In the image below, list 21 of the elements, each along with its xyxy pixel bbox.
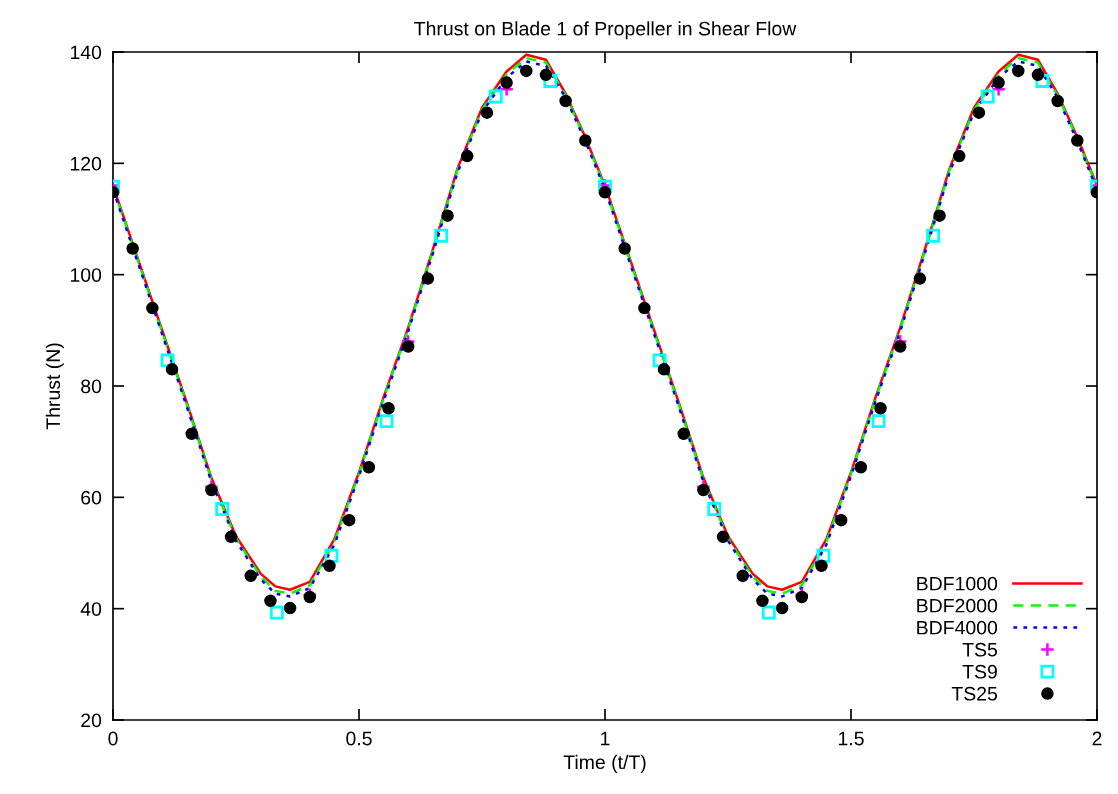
x-tick-label: 0: [108, 731, 118, 746]
legend-label: BDF2000: [917, 598, 998, 613]
y-tick-label: 120: [70, 156, 102, 171]
y-tick-label: 20: [81, 713, 102, 728]
y-axis-title: Thrust (N): [45, 343, 64, 430]
chart-title: Thrust on Blade 1 of Propeller in Shear Flow: [414, 21, 797, 40]
y-tick-label: 100: [70, 268, 102, 282]
y-tick-label: 140: [70, 45, 102, 60]
x-tick-label: 0.5: [346, 731, 372, 746]
legend-label: BDF4000: [917, 620, 998, 635]
y-tick-label: 60: [81, 490, 102, 505]
x-tick-label: 1: [601, 731, 610, 746]
legend-label: TS25: [951, 686, 998, 701]
x-tick-label: 1.5: [838, 731, 864, 746]
legend-label: TS9: [962, 664, 997, 679]
legend-label: BDF1000: [917, 576, 998, 591]
legend-label: TS5: [962, 642, 998, 657]
y-tick-label: 80: [81, 379, 102, 394]
x-axis-title: Time (t/T): [563, 754, 646, 773]
x-tick-label: 2: [1092, 731, 1102, 746]
y-tick-label: 40: [80, 602, 102, 616]
